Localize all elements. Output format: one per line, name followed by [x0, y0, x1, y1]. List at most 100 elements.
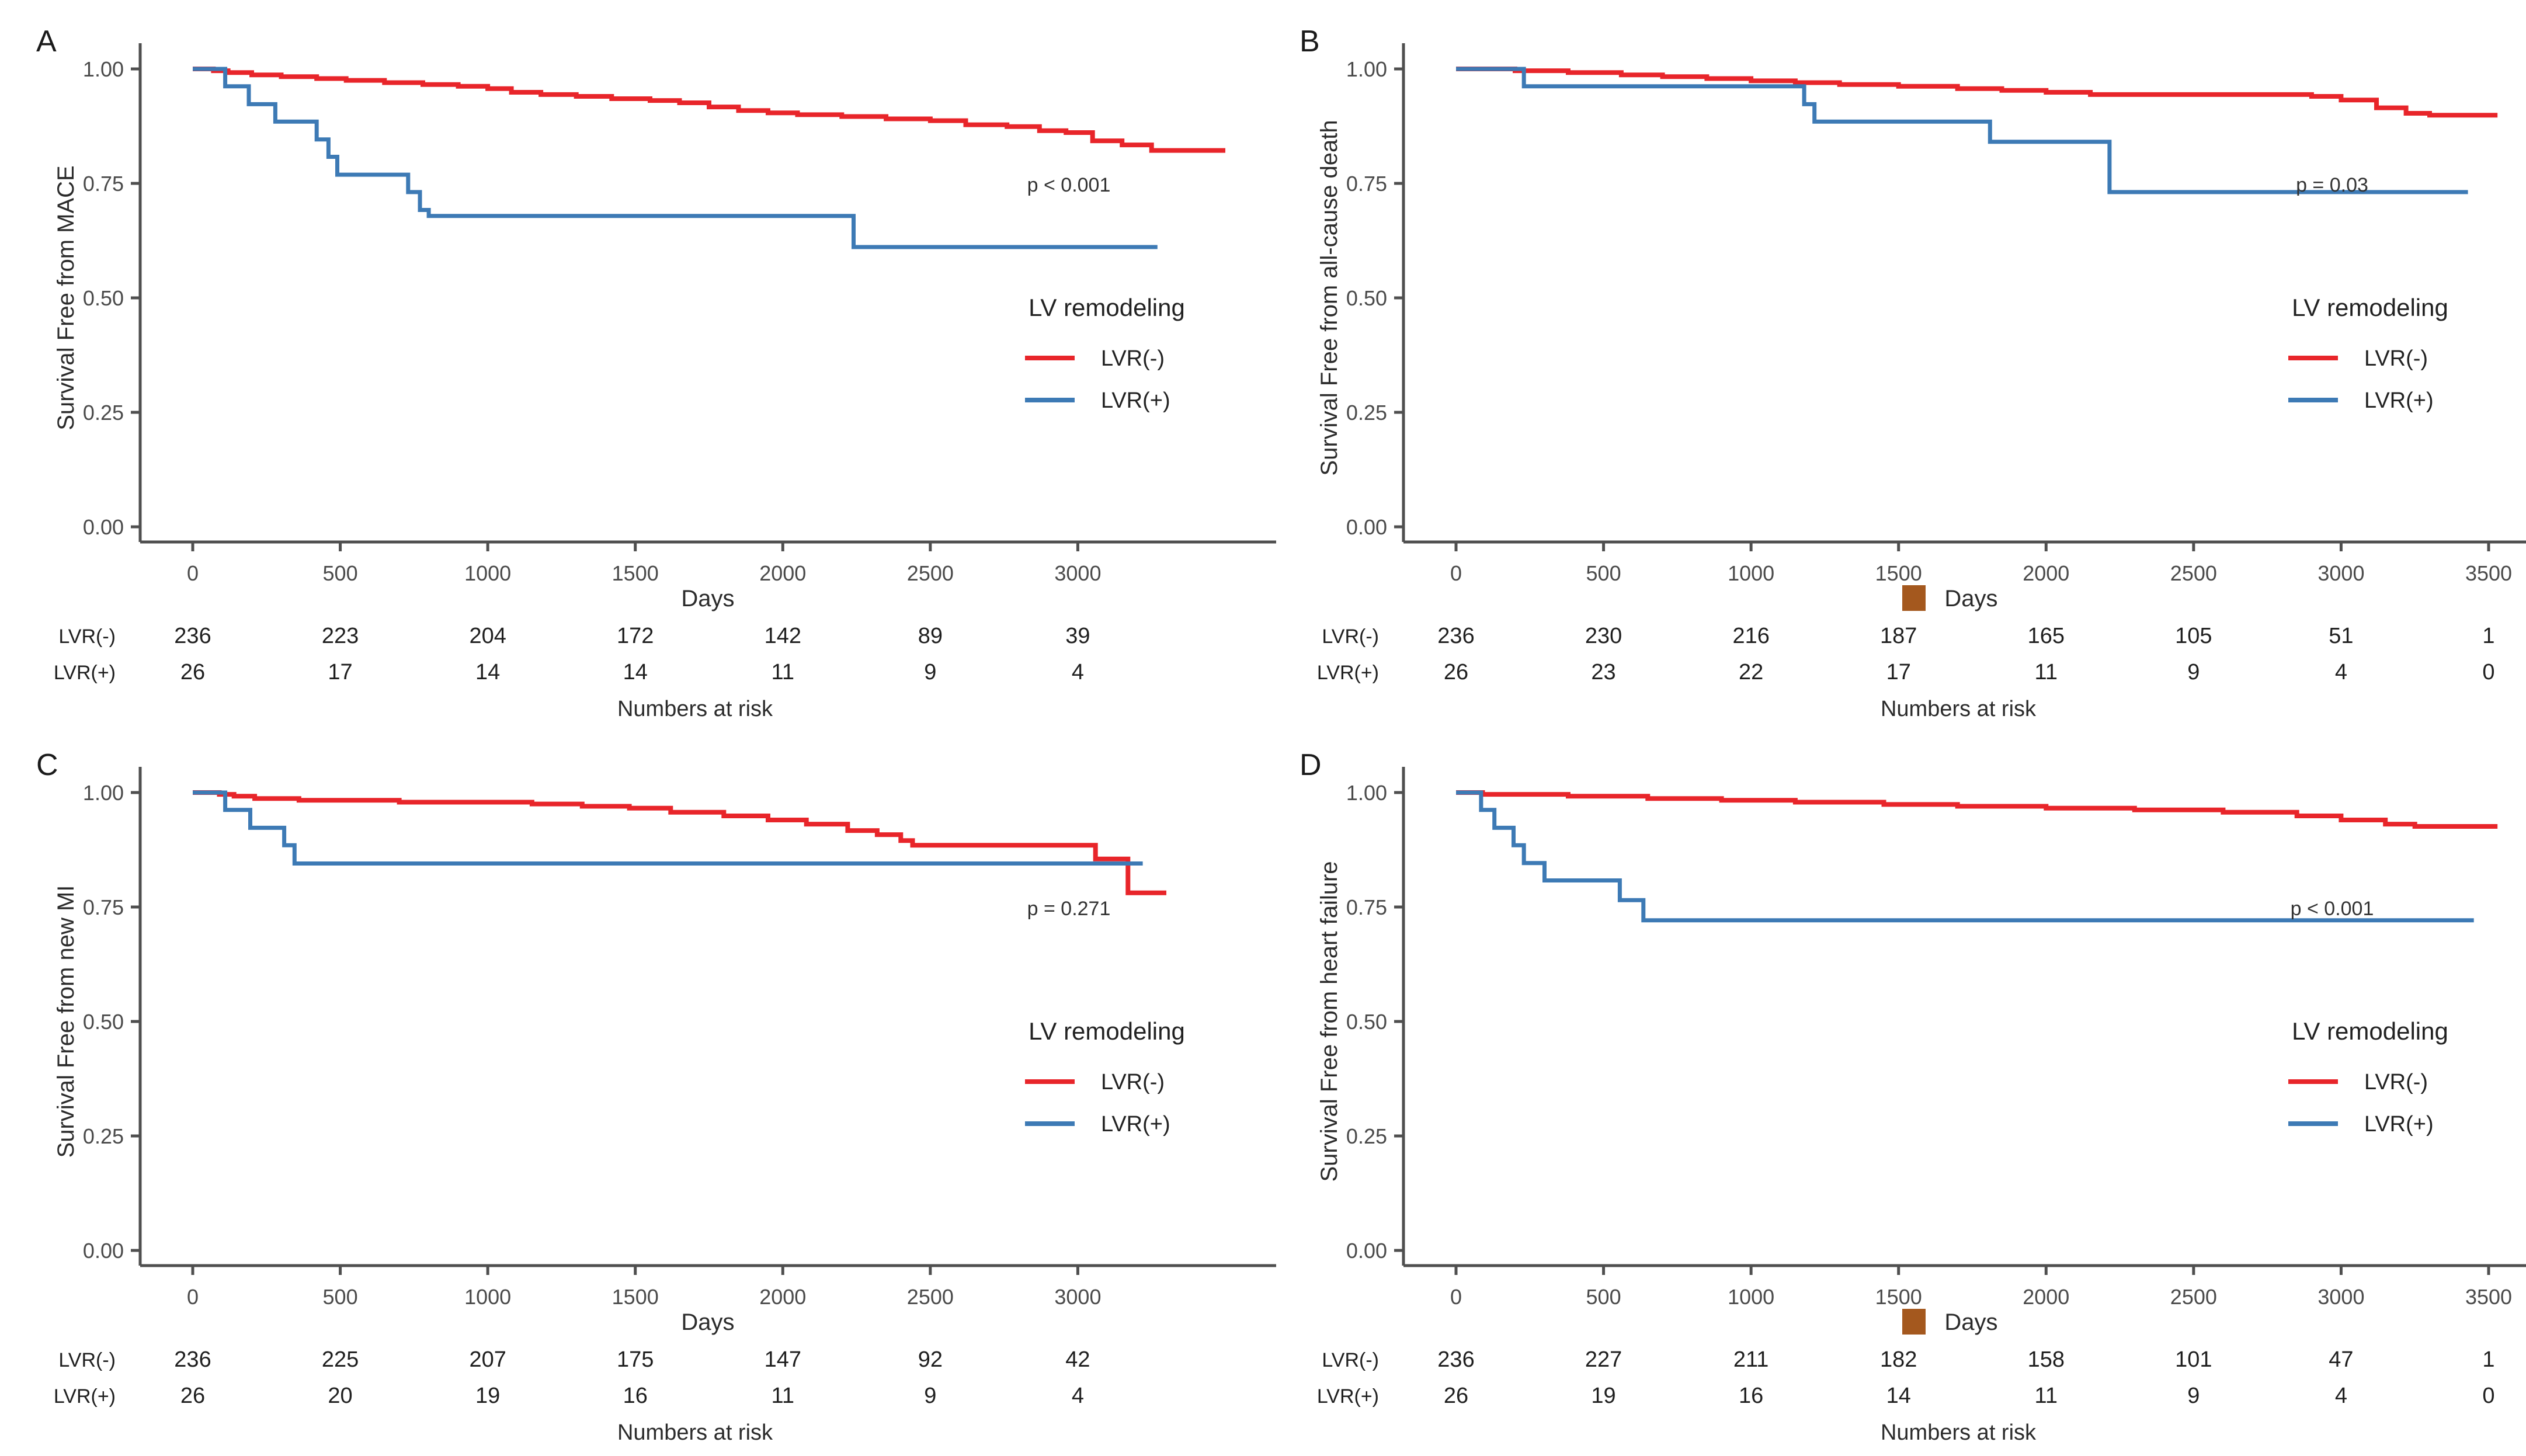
- x-tick-label: 1000: [464, 1285, 511, 1309]
- x-tick-label: 1500: [1875, 561, 1922, 585]
- y-axis-title: Survival Free from all-cause death: [1316, 120, 1342, 475]
- p-value-label: p < 0.001: [1027, 174, 1111, 196]
- p-value-label: p < 0.001: [2291, 898, 2374, 920]
- panel-b-chart: B 1.00 0.75 0.50 0.25 0.00 Survival Free from …: [1300, 25, 2526, 721]
- legend-title: LV remodeling: [1029, 294, 1185, 321]
- x-tick-label: 500: [1586, 561, 1621, 585]
- risk-count: 26: [180, 1384, 205, 1408]
- curve-lvr-negative: [193, 67, 1225, 153]
- risk-count: 17: [328, 660, 352, 684]
- panel-c-chart: C 1.00 0.75 0.50 0.25 0.00 Survival Free from …: [36, 748, 1276, 1445]
- legend-title: LV remodeling: [1029, 1017, 1185, 1045]
- risk-count: 26: [180, 660, 205, 684]
- curve-lvr-positive: [193, 790, 1143, 866]
- risk-row-label: LVR(+): [54, 1385, 116, 1408]
- x-tick-label: 1500: [1875, 1285, 1922, 1309]
- risk-count: 236: [1437, 1347, 1474, 1372]
- y-tick-label: 0.00: [83, 1239, 124, 1263]
- risk-count: 175: [617, 1347, 654, 1372]
- x-axis-title: Days: [1944, 1309, 1997, 1335]
- x-tick-label: 0: [187, 561, 199, 585]
- curve-lvr-negative: [1456, 67, 2498, 118]
- x-axis-title: Days: [681, 1309, 734, 1335]
- risk-count: 1: [2482, 1347, 2494, 1372]
- x-tick-label: 2500: [2170, 1285, 2217, 1309]
- x-tick-label: 3000: [2317, 1285, 2364, 1309]
- risk-count: 101: [2175, 1347, 2212, 1372]
- y-tick-label: 0.50: [1346, 286, 1387, 310]
- panel-a: A 1.00 0.75 0.50 0.25 0.00 Survival Free from …: [23, 9, 1286, 732]
- risk-row-label: LVR(-): [58, 626, 116, 648]
- risk-row-label: LVR(+): [54, 662, 116, 684]
- risk-count: 19: [475, 1384, 500, 1408]
- y-tick-label: 0.25: [83, 1124, 124, 1148]
- risk-row-label: LVR(-): [1322, 1349, 1379, 1371]
- risk-count: 51: [2329, 624, 2353, 648]
- risk-count: 22: [1739, 660, 1763, 684]
- y-tick-label: 1.00: [1346, 57, 1387, 81]
- risk-count: 19: [1591, 1384, 1615, 1408]
- risk-count: 105: [2175, 624, 2212, 648]
- curve-lvr-positive: [1456, 67, 2468, 194]
- days-highlight-artifact: [1902, 1309, 1926, 1335]
- risk-count: 0: [2482, 660, 2494, 684]
- legend-label: LVR(-): [2364, 346, 2428, 371]
- legend-label: LVR(-): [1101, 1070, 1165, 1094]
- risk-count: 42: [1065, 1347, 1090, 1372]
- risk-count: 147: [765, 1347, 801, 1372]
- risk-count: 16: [623, 1384, 648, 1408]
- y-axis-title: Survival Free from heart failure: [1316, 861, 1342, 1182]
- risk-count: 230: [1585, 624, 1622, 648]
- risk-count: 14: [623, 660, 648, 684]
- risk-count: 216: [1732, 624, 1769, 648]
- x-axis-title: Days: [681, 586, 734, 611]
- risk-count: 89: [918, 624, 943, 648]
- x-tick-label: 2000: [759, 561, 806, 585]
- risk-count: 4: [1072, 1384, 1084, 1408]
- p-value-label: p = 0.271: [1027, 898, 1111, 920]
- x-tick-label: 1500: [612, 561, 659, 585]
- x-tick-label: 3000: [1054, 561, 1101, 585]
- risk-count: 4: [2335, 660, 2347, 684]
- x-tick-label: 500: [323, 561, 358, 585]
- x-tick-label: 2000: [2023, 561, 2069, 585]
- x-tick-label: 0: [1450, 1285, 1462, 1309]
- y-tick-label: 1.00: [1346, 781, 1387, 805]
- risk-table-footer: Numbers at risk: [617, 1420, 773, 1445]
- risk-count: 47: [2329, 1347, 2353, 1372]
- legend-title: LV remodeling: [2292, 1017, 2448, 1045]
- risk-count: 182: [1880, 1347, 1917, 1372]
- y-tick-label: 0.75: [83, 172, 124, 196]
- risk-row-label: LVR(-): [1322, 626, 1379, 648]
- risk-count: 236: [1437, 624, 1474, 648]
- risk-table-footer: Numbers at risk: [1881, 697, 2037, 721]
- risk-count: 4: [2335, 1384, 2347, 1408]
- risk-count: 39: [1065, 624, 1090, 648]
- curve-lvr-negative: [1456, 790, 2498, 829]
- x-tick-label: 2500: [907, 1285, 954, 1309]
- panel-d-chart: D 1.00 0.75 0.50 0.25 0.00 Survival Free from …: [1300, 748, 2526, 1445]
- risk-count: 26: [1444, 660, 1468, 684]
- x-tick-label: 0: [1450, 561, 1462, 585]
- risk-count: 9: [924, 1384, 936, 1408]
- risk-count: 11: [2035, 1384, 2058, 1408]
- risk-count: 225: [322, 1347, 359, 1372]
- risk-count: 9: [924, 660, 936, 684]
- y-tick-label: 1.00: [83, 57, 124, 81]
- risk-count: 236: [174, 624, 211, 648]
- risk-count: 20: [328, 1384, 352, 1408]
- legend-label: LVR(+): [2364, 1112, 2434, 1137]
- risk-count: 211: [1733, 1347, 1769, 1372]
- x-tick-label: 3500: [2465, 561, 2512, 585]
- panel-a-chart: A 1.00 0.75 0.50 0.25 0.00 Survival Free from …: [36, 25, 1276, 721]
- x-axis-title: Days: [1944, 586, 1997, 611]
- curve-lvr-positive: [193, 67, 1158, 249]
- x-tick-label: 2000: [2023, 1285, 2069, 1309]
- y-tick-label: 0.50: [83, 1010, 124, 1034]
- risk-count: 11: [2035, 660, 2058, 684]
- x-tick-label: 3500: [2465, 1285, 2512, 1309]
- panel-letter: B: [1300, 25, 1320, 58]
- risk-count: 142: [765, 624, 801, 648]
- risk-count: 14: [1886, 1384, 1911, 1408]
- x-tick-label: 2500: [907, 561, 954, 585]
